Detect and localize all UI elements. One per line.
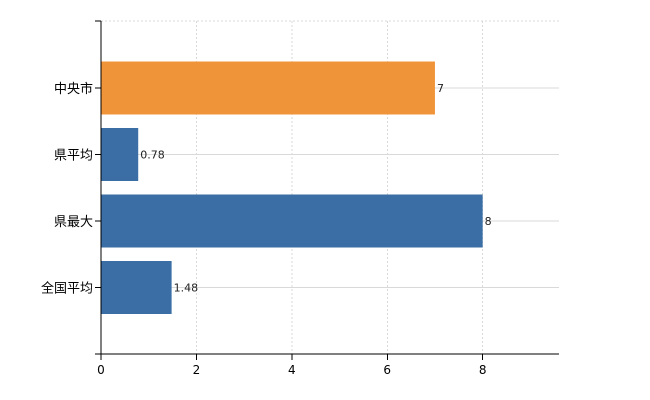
category-label-0: 中央市 — [54, 81, 93, 97]
x-tick-label-3: 6 — [383, 363, 391, 377]
category-label-3: 全国平均 — [41, 281, 93, 297]
x-tick-label-2: 4 — [288, 363, 296, 377]
x-tick-label-4: 8 — [479, 363, 487, 377]
x-tick-label-1: 2 — [193, 363, 201, 377]
category-label-1: 県平均 — [54, 149, 93, 164]
data-label-1: 0.78 — [140, 149, 165, 162]
x-tick-label-0: 0 — [97, 363, 105, 377]
category-label-2: 県最大 — [54, 215, 93, 230]
bar-3 — [101, 261, 172, 314]
bar-0 — [101, 61, 435, 115]
bar-2 — [101, 194, 483, 248]
bars — [101, 61, 483, 314]
data-label-0: 7 — [437, 82, 444, 95]
data-label-2: 8 — [485, 215, 492, 228]
bar-1 — [101, 128, 139, 181]
axes — [95, 20, 559, 360]
data-label-3: 1.48 — [174, 282, 199, 295]
